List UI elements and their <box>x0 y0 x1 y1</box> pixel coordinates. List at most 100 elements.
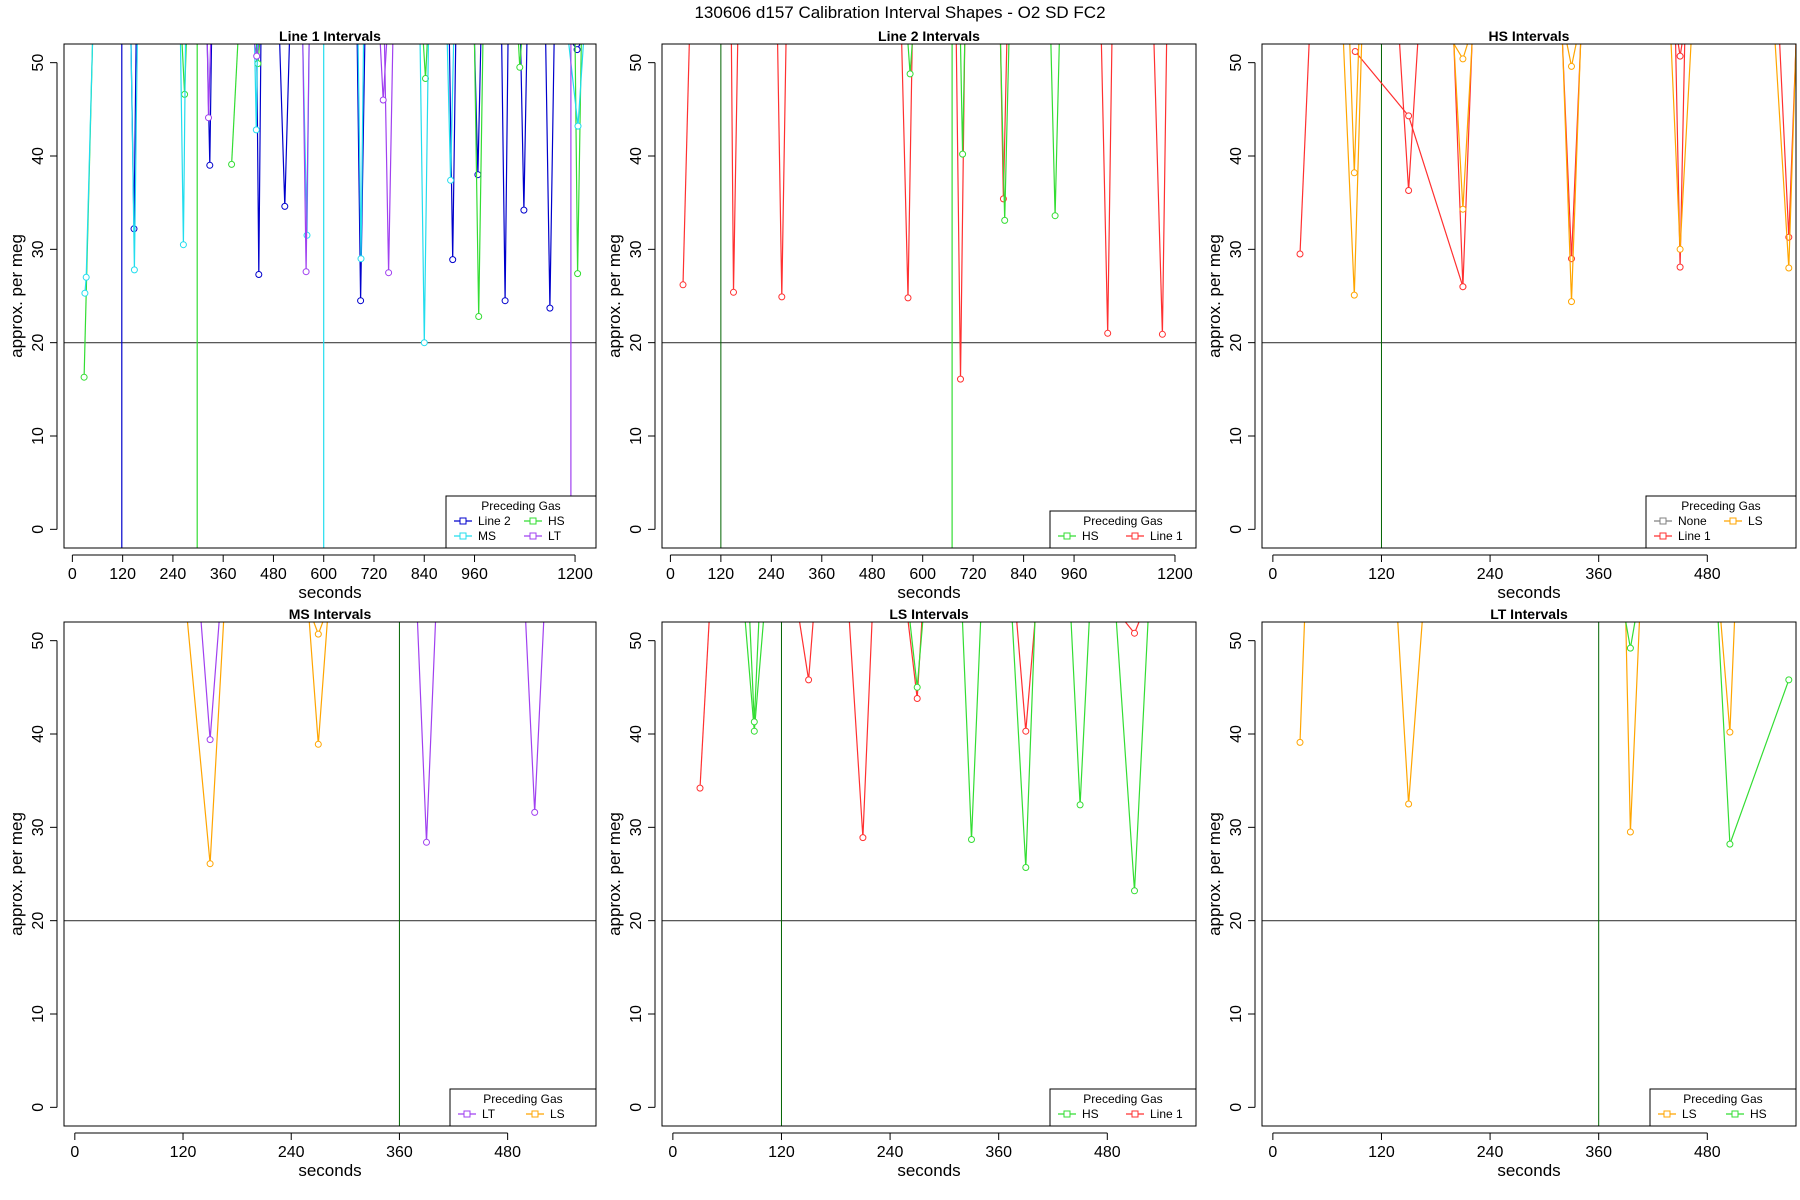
data-point <box>253 52 261 60</box>
x-tick-label: 480 <box>494 1144 521 1161</box>
plot-frame <box>63 43 597 549</box>
series-line-line-1 <box>799 622 814 680</box>
data-point <box>130 266 138 274</box>
data-point <box>1405 800 1413 808</box>
series-line-lt <box>416 622 437 843</box>
data-point <box>1568 298 1575 306</box>
data-point <box>82 273 90 281</box>
y-tick-label: 30 <box>30 818 47 836</box>
data-point <box>750 718 758 726</box>
data-point <box>957 375 964 383</box>
data-point <box>968 836 975 843</box>
series-line-hs <box>749 622 760 722</box>
legend-key-marker <box>459 532 467 540</box>
series-line-line-1 <box>1675 44 1686 268</box>
data-point <box>420 339 428 347</box>
y-axis: 0 10 20 30 40 50 approx. per meg <box>1205 632 1256 1112</box>
data-point <box>357 297 365 305</box>
legend-entry-label: MS <box>478 529 496 543</box>
legend-key-marker <box>529 517 537 525</box>
legend-entry-label: HS <box>1082 529 1099 543</box>
series-line-ls <box>308 622 328 745</box>
data-point <box>447 176 455 184</box>
series-line-ls <box>1561 44 1582 302</box>
x-tick-label: 600 <box>310 566 337 583</box>
reference-lines <box>662 44 1196 548</box>
data-point <box>516 63 524 71</box>
reference-lines <box>64 622 596 1126</box>
series-line-line-1 <box>901 44 913 298</box>
data-point <box>1131 887 1138 895</box>
data-point <box>904 294 912 302</box>
legend-entry-hs: HS <box>1726 1107 1767 1121</box>
legend-key-marker <box>1729 517 1737 525</box>
data-point <box>379 96 387 104</box>
y-tick-label: 20 <box>30 912 47 930</box>
series-line-line-1 <box>730 44 739 293</box>
data-point <box>179 241 187 249</box>
y-axis: 0 10 20 30 40 50 approx. per meg <box>605 632 656 1112</box>
legend-entry-label: HS <box>548 514 565 528</box>
y-tick-label: 20 <box>628 912 645 930</box>
series-line-line-1 <box>1016 622 1036 732</box>
data-point <box>959 150 967 158</box>
reference-lines <box>1262 44 1796 548</box>
series-line-line-1 <box>777 44 787 297</box>
legend-entry-lt: LT <box>524 529 562 543</box>
y-tick-label: 0 <box>628 525 645 534</box>
data-point <box>679 281 687 289</box>
y-tick-label: 40 <box>628 147 645 165</box>
legend-entry-label: Line 1 <box>1678 529 1711 543</box>
data-point <box>1350 291 1358 299</box>
x-tick-label: 120 <box>1368 1144 1395 1161</box>
legend-entry-line-1: Line 1 <box>1126 1107 1183 1121</box>
series-group <box>1296 622 1793 848</box>
data-point <box>357 255 365 263</box>
series-line-ms <box>130 44 138 270</box>
y-tick-label: 10 <box>30 427 47 445</box>
series-line-ls <box>1349 44 1360 173</box>
y-tick-label: 10 <box>628 1005 645 1023</box>
legend-entry-none: None <box>1654 514 1707 528</box>
x-tick-label: 120 <box>768 1144 795 1161</box>
y-tick-label: 30 <box>628 818 645 836</box>
y-tick-label: 10 <box>1228 427 1245 445</box>
y-tick-label: 0 <box>1228 525 1245 534</box>
data-point <box>228 160 236 168</box>
data-point <box>501 297 509 305</box>
data-point <box>1351 48 1359 55</box>
x-axis: 0 120 240 360 480 seconds <box>1268 1132 1721 1180</box>
legend-title: Preceding Gas <box>483 1092 562 1106</box>
legend-key-marker <box>1063 532 1071 540</box>
series-line-ms <box>419 44 429 343</box>
data-point <box>1459 283 1467 291</box>
series-group <box>80 44 584 548</box>
data-point <box>913 695 921 702</box>
y-tick-label: 40 <box>628 725 645 743</box>
y-tick-label: 40 <box>1228 147 1245 165</box>
legend-entry-ms: MS <box>454 529 496 543</box>
x-tick-label: 120 <box>170 1144 197 1161</box>
legend-box <box>1645 495 1797 549</box>
x-tick-label: 0 <box>70 1144 79 1161</box>
y-tick-label: 20 <box>1228 912 1245 930</box>
legend-key-marker <box>1731 1110 1739 1118</box>
data-point <box>859 834 867 842</box>
series-line-ls <box>1774 44 1796 269</box>
x-axis: 0 120 240 360 480 600 720 840 960 1200 seconds <box>68 554 593 602</box>
data-point <box>913 683 921 691</box>
y-tick-label: 40 <box>1228 725 1245 743</box>
x-tick-label: 240 <box>1477 1144 1504 1161</box>
x-tick-label: 0 <box>1268 1144 1277 1161</box>
legend-key-marker <box>1063 1110 1071 1118</box>
panel-title: MS Intervals <box>289 606 372 622</box>
legend-entry-line-1: Line 1 <box>1126 529 1183 543</box>
data-point <box>1405 112 1413 120</box>
panel-title: LS Intervals <box>889 606 969 622</box>
x-axis: 0 120 240 360 480 seconds <box>70 1132 521 1180</box>
x-tick-label: 480 <box>859 566 886 583</box>
x-tick-label: 480 <box>1094 1144 1121 1161</box>
plot-frame <box>661 43 1197 549</box>
